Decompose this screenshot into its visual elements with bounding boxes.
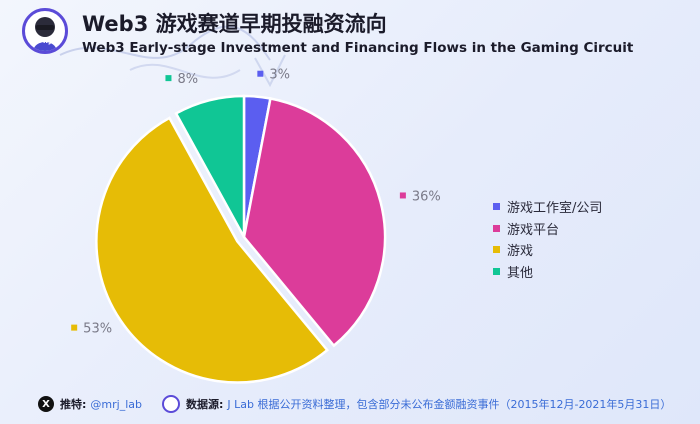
legend-swatch-2 (493, 246, 500, 254)
twitter-handle[interactable]: @mrj_lab (90, 397, 142, 411)
slice-label-marker-1 (399, 192, 406, 199)
page-subtitle: Web3 Early-stage Investment and Financin… (82, 40, 634, 56)
legend-item-3: 其他 (493, 261, 602, 283)
slice-label-1: 36% (412, 189, 441, 204)
legend-label-0: 游戏工作室/公司 (507, 201, 603, 217)
footer: X 推特: @mrj_lab 数据源: J Lab 根据公开资料整理，包含部分未… (38, 394, 671, 414)
svg-text:MrJ: MrJ (38, 37, 51, 45)
source-avatar-icon (161, 395, 180, 413)
slice-label-marker-0 (257, 70, 264, 77)
pie-slice-1 (242, 97, 387, 348)
legend-item-1: 游戏平台 (493, 218, 602, 240)
legend-label-2: 游戏 (507, 244, 534, 260)
x-logo-icon: X (38, 396, 54, 412)
legend-swatch-0 (493, 203, 500, 211)
source-label: 数据源: (185, 398, 224, 411)
slice-label-0: 3% (269, 68, 290, 83)
legend-swatch-1 (493, 224, 500, 232)
source-text: J Lab 根据公开资料整理，包含部分未公布金额融资事件（2015年12月-20… (227, 398, 672, 411)
slice-label-3: 8% (177, 72, 198, 87)
slice-label-marker-2 (71, 324, 78, 331)
legend-item-0: 游戏工作室/公司 (493, 196, 602, 218)
slice-label-marker-3 (165, 75, 172, 82)
brand-avatar: MrJ (22, 8, 68, 54)
legend-item-2: 游戏 (493, 239, 602, 261)
slice-label-2: 53% (83, 322, 112, 337)
legend-label-1: 游戏平台 (507, 222, 560, 238)
legend-swatch-3 (493, 267, 500, 275)
pie-slice-2 (95, 116, 330, 384)
legend-label-3: 其他 (507, 265, 534, 281)
chart-legend: 游戏工作室/公司 游戏平台游戏其他 (493, 196, 602, 282)
recommend-label: 推特: (60, 398, 87, 411)
pie-slice-3 (174, 94, 246, 238)
page-title: Web3 游戏赛道早期投融资流向 (82, 12, 387, 36)
